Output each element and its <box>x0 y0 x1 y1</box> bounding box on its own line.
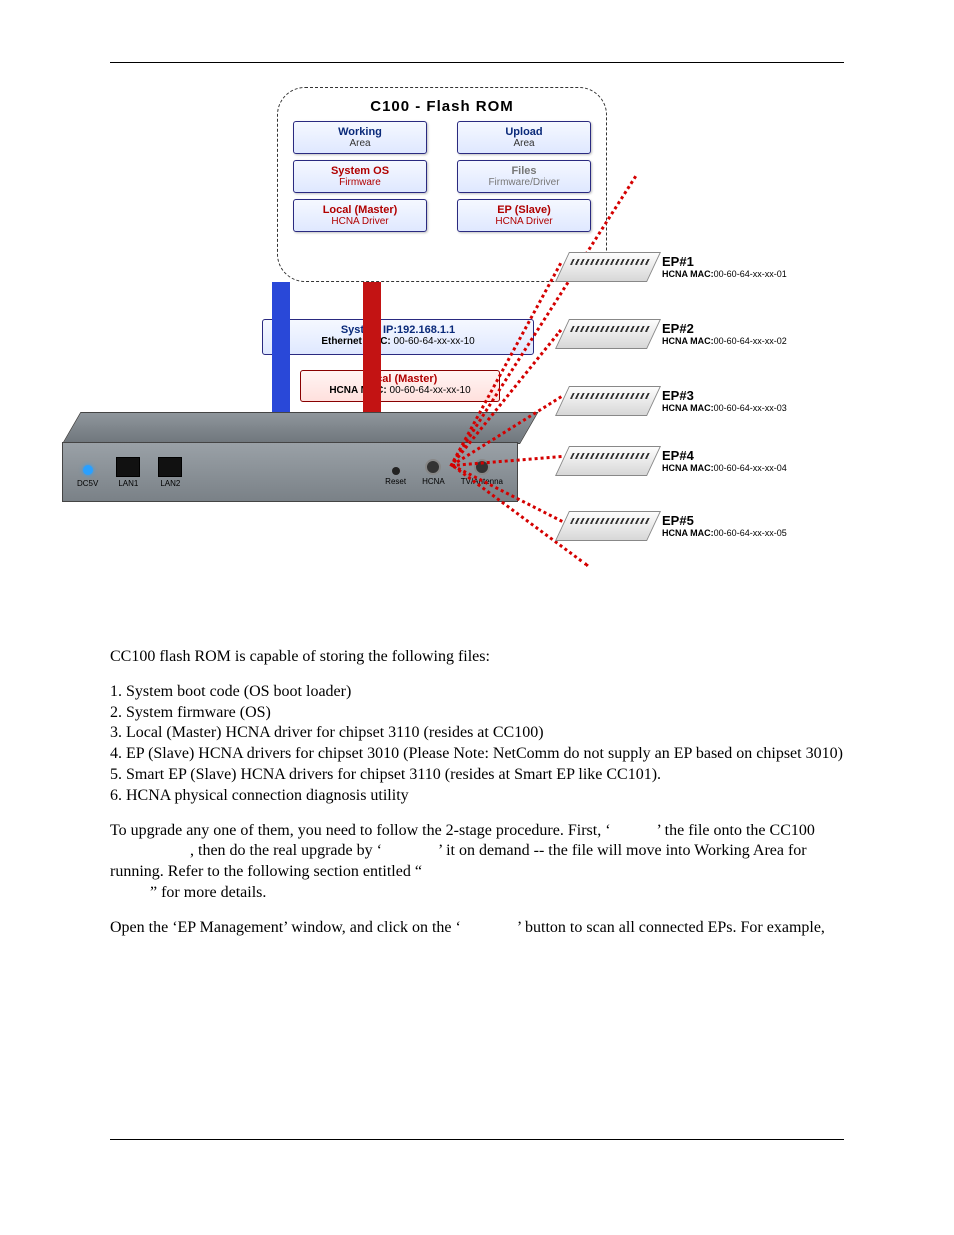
port-dc5v: DC5V <box>77 465 98 488</box>
box-working-area: Working Area <box>293 121 427 154</box>
ip-box: System IP:192.168.1.1 Ethernet MAC: 00-6… <box>262 319 534 355</box>
flash-rom-cloud: C100 - Flash ROM Working Area Upload Are… <box>277 87 607 282</box>
ep-icon <box>555 319 661 349</box>
ep-name: EP#3 <box>662 388 694 403</box>
cloud-title: C100 - Flash ROM <box>290 98 594 115</box>
ep-mac: HCNA MAC:00-60-64-xx-xx-03 <box>662 403 787 413</box>
port-hcna: HCNA <box>422 459 445 486</box>
upgrade-paragraph: To upgrade any one of them, you need to … <box>110 821 844 904</box>
port-lan1: LAN1 <box>116 457 140 488</box>
ep-device-4: EP#4HCNA MAC:00-60-64-xx-xx-04 <box>562 446 822 476</box>
box-upload-area: Upload Area <box>457 121 591 154</box>
ep-name: EP#2 <box>662 321 694 336</box>
ep-name: EP#5 <box>662 513 694 528</box>
ep-icon <box>555 446 661 476</box>
box-files: Files Firmware/Driver <box>457 160 591 193</box>
refresh-paragraph: Open the ‘EP Management’ window, and cli… <box>110 918 844 939</box>
diagram: C100 - Flash ROM Working Area Upload Are… <box>110 87 844 617</box>
ep-device-1: EP#1HCNA MAC:00-60-64-xx-xx-01 <box>562 252 822 282</box>
file-list-item: 2. System firmware (OS) <box>110 703 844 724</box>
ep-device-5: EP#5HCNA MAC:00-60-64-xx-xx-05 <box>562 511 822 541</box>
ep-mac: HCNA MAC:00-60-64-xx-xx-04 <box>662 463 787 473</box>
ep-mac: HCNA MAC:00-60-64-xx-xx-02 <box>662 336 787 346</box>
ep-device-3: EP#3HCNA MAC:00-60-64-xx-xx-03 <box>562 386 822 416</box>
port-reset: Reset <box>385 467 406 486</box>
box-ep-driver: EP (Slave) HCNA Driver <box>457 199 591 232</box>
box-local-driver: Local (Master) HCNA Driver <box>293 199 427 232</box>
header-rule <box>110 40 844 63</box>
intro-line: CC100 flash ROM is capable of storing th… <box>110 647 844 668</box>
box-system-os: System OS Firmware <box>293 160 427 193</box>
file-list-item: 6. HCNA physical connection diagnosis ut… <box>110 786 844 807</box>
file-list: 1. System boot code (OS boot loader)2. S… <box>110 682 844 807</box>
ep-name: EP#4 <box>662 448 694 463</box>
port-lan2: LAN2 <box>158 457 182 488</box>
file-list-item: 4. EP (Slave) HCNA drivers for chipset 3… <box>110 744 844 765</box>
ep-mac: HCNA MAC:00-60-64-xx-xx-05 <box>662 528 787 538</box>
master-device: DC5V LAN1 LAN2 <box>62 412 518 510</box>
ep-icon <box>555 511 661 541</box>
body-text: CC100 flash ROM is capable of storing th… <box>110 647 844 939</box>
file-list-item: 1. System boot code (OS boot loader) <box>110 682 844 703</box>
ep-name: EP#1 <box>662 254 694 269</box>
local-master-box: Local (Master) HCNA MAC: 00-60-64-xx-xx-… <box>300 370 500 402</box>
ep-icon <box>555 386 661 416</box>
ep-mac: HCNA MAC:00-60-64-xx-xx-01 <box>662 269 787 279</box>
ep-device-2: EP#2HCNA MAC:00-60-64-xx-xx-02 <box>562 319 822 349</box>
footer-rule <box>110 1139 844 1160</box>
ep-icon <box>555 252 661 282</box>
file-list-item: 5. Smart EP (Slave) HCNA drivers for chi… <box>110 765 844 786</box>
file-list-item: 3. Local (Master) HCNA driver for chipse… <box>110 723 844 744</box>
